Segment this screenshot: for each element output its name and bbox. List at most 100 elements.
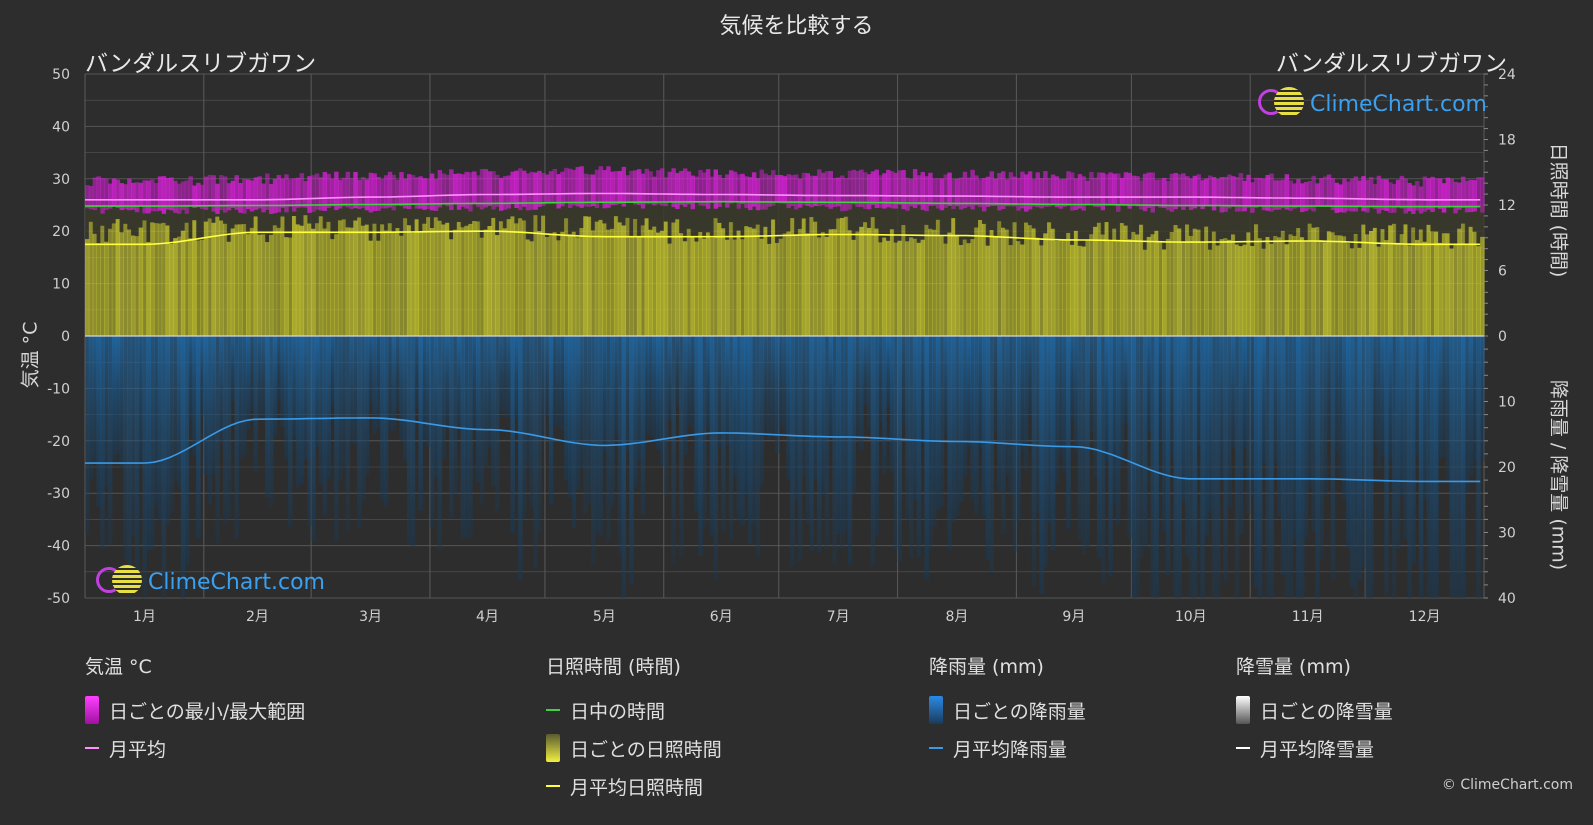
daylight-bar: [924, 203, 929, 225]
rain-bar: [932, 336, 937, 527]
rain-bar: [291, 336, 297, 438]
rain-bar: [1326, 336, 1332, 440]
sunshine-bar: [859, 226, 864, 336]
rain-bar: [725, 336, 730, 446]
temp-range-bar: [686, 171, 692, 205]
brand-logo-top[interactable]: ClimeChart.com: [1258, 87, 1487, 121]
daylight-bar: [686, 201, 692, 229]
temp-range-bar: [426, 178, 431, 209]
sunshine-bar: [962, 239, 968, 336]
temp-range-bar: [1043, 171, 1048, 207]
temp-range-bar: [1073, 178, 1079, 210]
sunshine-bar: [843, 216, 849, 336]
temp-range-bar: [1135, 176, 1140, 207]
rain-bar: [1430, 336, 1435, 598]
daylight-bar: [165, 206, 170, 226]
sunshine-bar: [1215, 245, 1221, 336]
rain-bar: [180, 336, 186, 598]
sunshine-bar: [1380, 229, 1385, 336]
sunshine-bar: [828, 229, 834, 336]
sunshine-bar: [1020, 244, 1025, 336]
daylight-bar: [836, 202, 841, 219]
y-left-tick-label: 50: [52, 67, 70, 83]
sunshine-bar: [460, 227, 466, 336]
temp-range-bar: [1173, 172, 1178, 210]
rain-bar: [1035, 336, 1040, 514]
temp-range-bar: [487, 171, 492, 206]
sunshine-bar: [429, 228, 435, 336]
temp-range-bar: [1280, 179, 1286, 209]
temp-range-bar: [107, 183, 113, 209]
sunshine-bar: [1081, 246, 1086, 336]
sunshine-bar: [475, 221, 481, 336]
daylight-bar: [307, 205, 312, 224]
temp-range-bar: [1085, 180, 1090, 206]
sunshine-bar: [851, 239, 857, 336]
rain-bar: [1073, 336, 1079, 453]
sunshine-bar: [134, 236, 140, 336]
rain-bar: [437, 336, 443, 551]
daylight-bar: [391, 204, 397, 233]
daylight-bar: [115, 206, 121, 220]
temp-range-bar: [552, 168, 558, 204]
daylight-bar: [955, 203, 960, 236]
brand-logo-bottom[interactable]: ClimeChart.com: [96, 565, 325, 599]
y-left-tick-label: -10: [47, 381, 70, 397]
rain-bar: [176, 336, 182, 489]
daylight-bar: [1100, 204, 1106, 235]
x-tick-label: 4月: [476, 609, 499, 625]
rain-bar: [544, 336, 550, 417]
rain-bar: [222, 336, 228, 525]
daylight-bar: [748, 201, 753, 228]
daylight-bar: [1403, 206, 1408, 225]
rain-bar: [1227, 336, 1232, 509]
daylight-bar: [1066, 204, 1071, 233]
rain-bar: [288, 336, 293, 527]
temp-range-bar: [196, 182, 201, 208]
x-tick-label: 11月: [1292, 609, 1324, 625]
rain-bar: [337, 336, 343, 481]
sunshine-bar: [897, 240, 903, 336]
temp-range-bar: [556, 174, 561, 209]
temp-range-bar: [1223, 176, 1228, 212]
sunshine-bar: [1426, 224, 1431, 336]
rain-bar: [100, 336, 105, 549]
rain-bar: [1169, 336, 1175, 457]
rain-bar: [1342, 336, 1347, 499]
rain-bar: [1039, 336, 1044, 594]
sunshine-bar: [418, 231, 423, 336]
daylight-bar: [96, 206, 101, 244]
sunshine-bar: [1418, 229, 1424, 336]
daylight-bar: [732, 201, 738, 240]
daylight-bar: [360, 204, 366, 226]
sunshine-bar: [870, 217, 876, 336]
temp-range-bar: [644, 168, 650, 205]
daylight-bar: [610, 202, 615, 229]
rain-bar: [406, 336, 412, 545]
rain-bar: [851, 336, 857, 494]
rain-bar: [671, 336, 676, 565]
sunshine-bar: [468, 223, 473, 336]
daylight-bar: [1135, 205, 1140, 235]
rain-bar: [1457, 336, 1462, 598]
rain-bar: [1043, 336, 1048, 568]
daylight-bar: [265, 205, 270, 243]
sunshine-bar: [763, 226, 768, 336]
sunshine-bar: [299, 225, 305, 336]
temp-range-bar: [958, 177, 964, 210]
temp-range-bar: [1165, 180, 1171, 211]
temp-range-bar: [621, 166, 627, 207]
daylight-bar: [824, 202, 830, 237]
rain-bar: [257, 336, 262, 420]
daylight-bar: [1372, 206, 1378, 228]
sunshine-bar: [395, 227, 400, 336]
legend-temperature: 気温 °C 日ごとの最小/最大範囲 月平均: [85, 652, 305, 767]
sunshine-bar: [824, 236, 830, 336]
daylight-bar: [728, 201, 734, 223]
rain-bar: [1211, 336, 1217, 598]
daylight-bar: [725, 201, 730, 240]
rain-bar: [123, 336, 128, 560]
sunshine-bar: [659, 230, 665, 336]
temp-range-bar: [330, 178, 335, 207]
daylight-bar: [790, 202, 795, 219]
